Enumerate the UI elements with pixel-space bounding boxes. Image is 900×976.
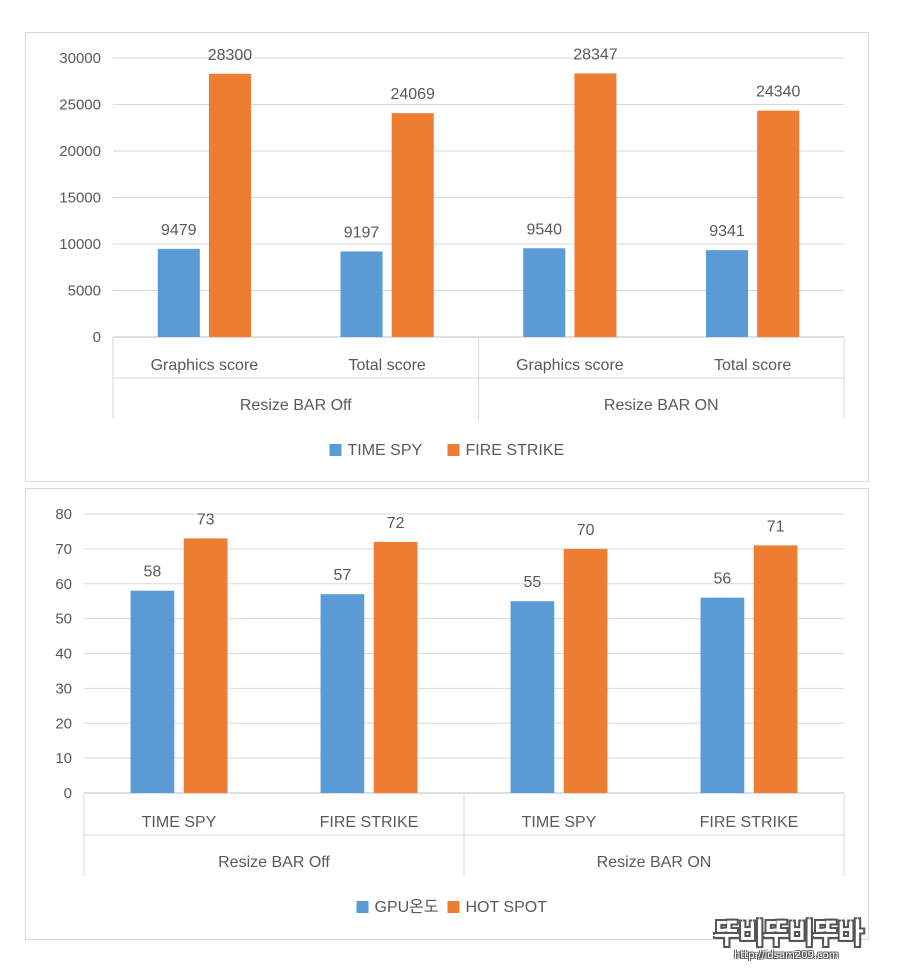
chart-2-frame: 0 10 20 30 40 50 60 70 80 TIME SPY FIRE STRIKE TIME…	[25, 488, 869, 940]
chart-1-frame: 0 5000 10000 15000 20000 25000 30000 Graphics s…	[25, 32, 869, 482]
bar-series2	[183, 538, 228, 793]
bar-series2	[753, 545, 798, 793]
y-tick-label: 20	[55, 715, 72, 732]
bar-series1	[700, 597, 745, 793]
category-label: TIME SPY	[522, 814, 597, 831]
y-tick-label: 20000	[59, 143, 101, 160]
legend-swatch	[447, 444, 460, 456]
bar-series1	[706, 250, 749, 337]
data-label: 73	[197, 511, 215, 528]
y-tick-label: 60	[55, 576, 72, 593]
category-label: FIRE STRIKE	[320, 814, 419, 831]
group-label: Resize BAR ON	[604, 397, 719, 414]
y-tick-label: 25000	[59, 97, 101, 114]
group-label: Resize BAR Off	[218, 854, 330, 871]
y-tick-label: 70	[55, 541, 72, 558]
y-tick-label: 15000	[59, 190, 101, 207]
chart-2: 0 10 20 30 40 50 60 70 80 TIME SPY FIRE STRIKE TIME…	[55, 506, 845, 916]
y-tick-label: 0	[93, 329, 101, 346]
category-label: Graphics score	[516, 357, 624, 374]
bar-series1	[130, 590, 175, 793]
bar-series1	[510, 601, 555, 793]
bar-series1	[340, 251, 383, 337]
category-label: Graphics score	[151, 357, 259, 374]
watermark: 뚜비뚜비뚜바 http://idsam209.com	[714, 912, 884, 962]
y-tick-label: 40	[55, 646, 72, 663]
data-label: 55	[524, 574, 542, 591]
data-label: 72	[387, 515, 405, 532]
category-label: TIME SPY	[142, 814, 217, 831]
y-tick-label: 0	[64, 785, 72, 802]
bar-series2	[757, 110, 800, 337]
legend-label: HOT SPOT	[466, 899, 548, 916]
legend-label: GPU온도	[375, 898, 439, 916]
data-label: 28300	[208, 47, 253, 64]
data-label: 9197	[344, 224, 380, 241]
data-label: 71	[767, 518, 785, 535]
data-label: 58	[144, 564, 162, 581]
y-tick-label: 10	[55, 750, 72, 767]
group-label: Resize BAR ON	[597, 854, 712, 871]
y-tick-label: 50	[55, 611, 72, 628]
group-label: Resize BAR Off	[240, 397, 352, 414]
y-tick-label: 30000	[59, 50, 101, 67]
watermark-logo: 뚜비뚜비뚜바	[714, 917, 864, 950]
bar-series2	[391, 113, 434, 338]
legend-swatch	[447, 901, 460, 913]
legend-swatch	[356, 901, 369, 913]
bar-series1	[157, 248, 200, 337]
data-label: 24340	[756, 84, 801, 101]
legend-label: TIME SPY	[348, 442, 423, 459]
y-tick-label: 30	[55, 680, 72, 697]
data-label: 70	[577, 522, 595, 539]
chart-1: 0 5000 10000 15000 20000 25000 30000 Graphics s…	[59, 46, 845, 459]
watermark-url: http://idsam209.com	[734, 950, 839, 961]
bar-series1	[320, 594, 365, 793]
category-label: Total score	[714, 357, 791, 374]
data-label: 9341	[709, 223, 745, 240]
category-label: FIRE STRIKE	[700, 814, 799, 831]
bar-series2	[208, 73, 251, 337]
data-label: 9479	[161, 222, 197, 239]
category-label: Total score	[348, 357, 425, 374]
y-tick-label: 5000	[68, 283, 101, 300]
bar-series2	[574, 73, 617, 337]
y-tick-label: 10000	[59, 236, 101, 253]
data-label: 56	[714, 571, 732, 588]
data-label: 57	[334, 567, 352, 584]
data-label: 9540	[526, 221, 562, 238]
legend-swatch	[329, 444, 342, 456]
bar-series2	[563, 548, 608, 793]
y-tick-label: 80	[55, 506, 72, 523]
bar-series2	[373, 541, 418, 793]
data-label: 28347	[573, 46, 618, 63]
legend-label: FIRE STRIKE	[466, 442, 565, 459]
data-label: 24069	[390, 86, 435, 103]
bar-series1	[523, 248, 566, 337]
